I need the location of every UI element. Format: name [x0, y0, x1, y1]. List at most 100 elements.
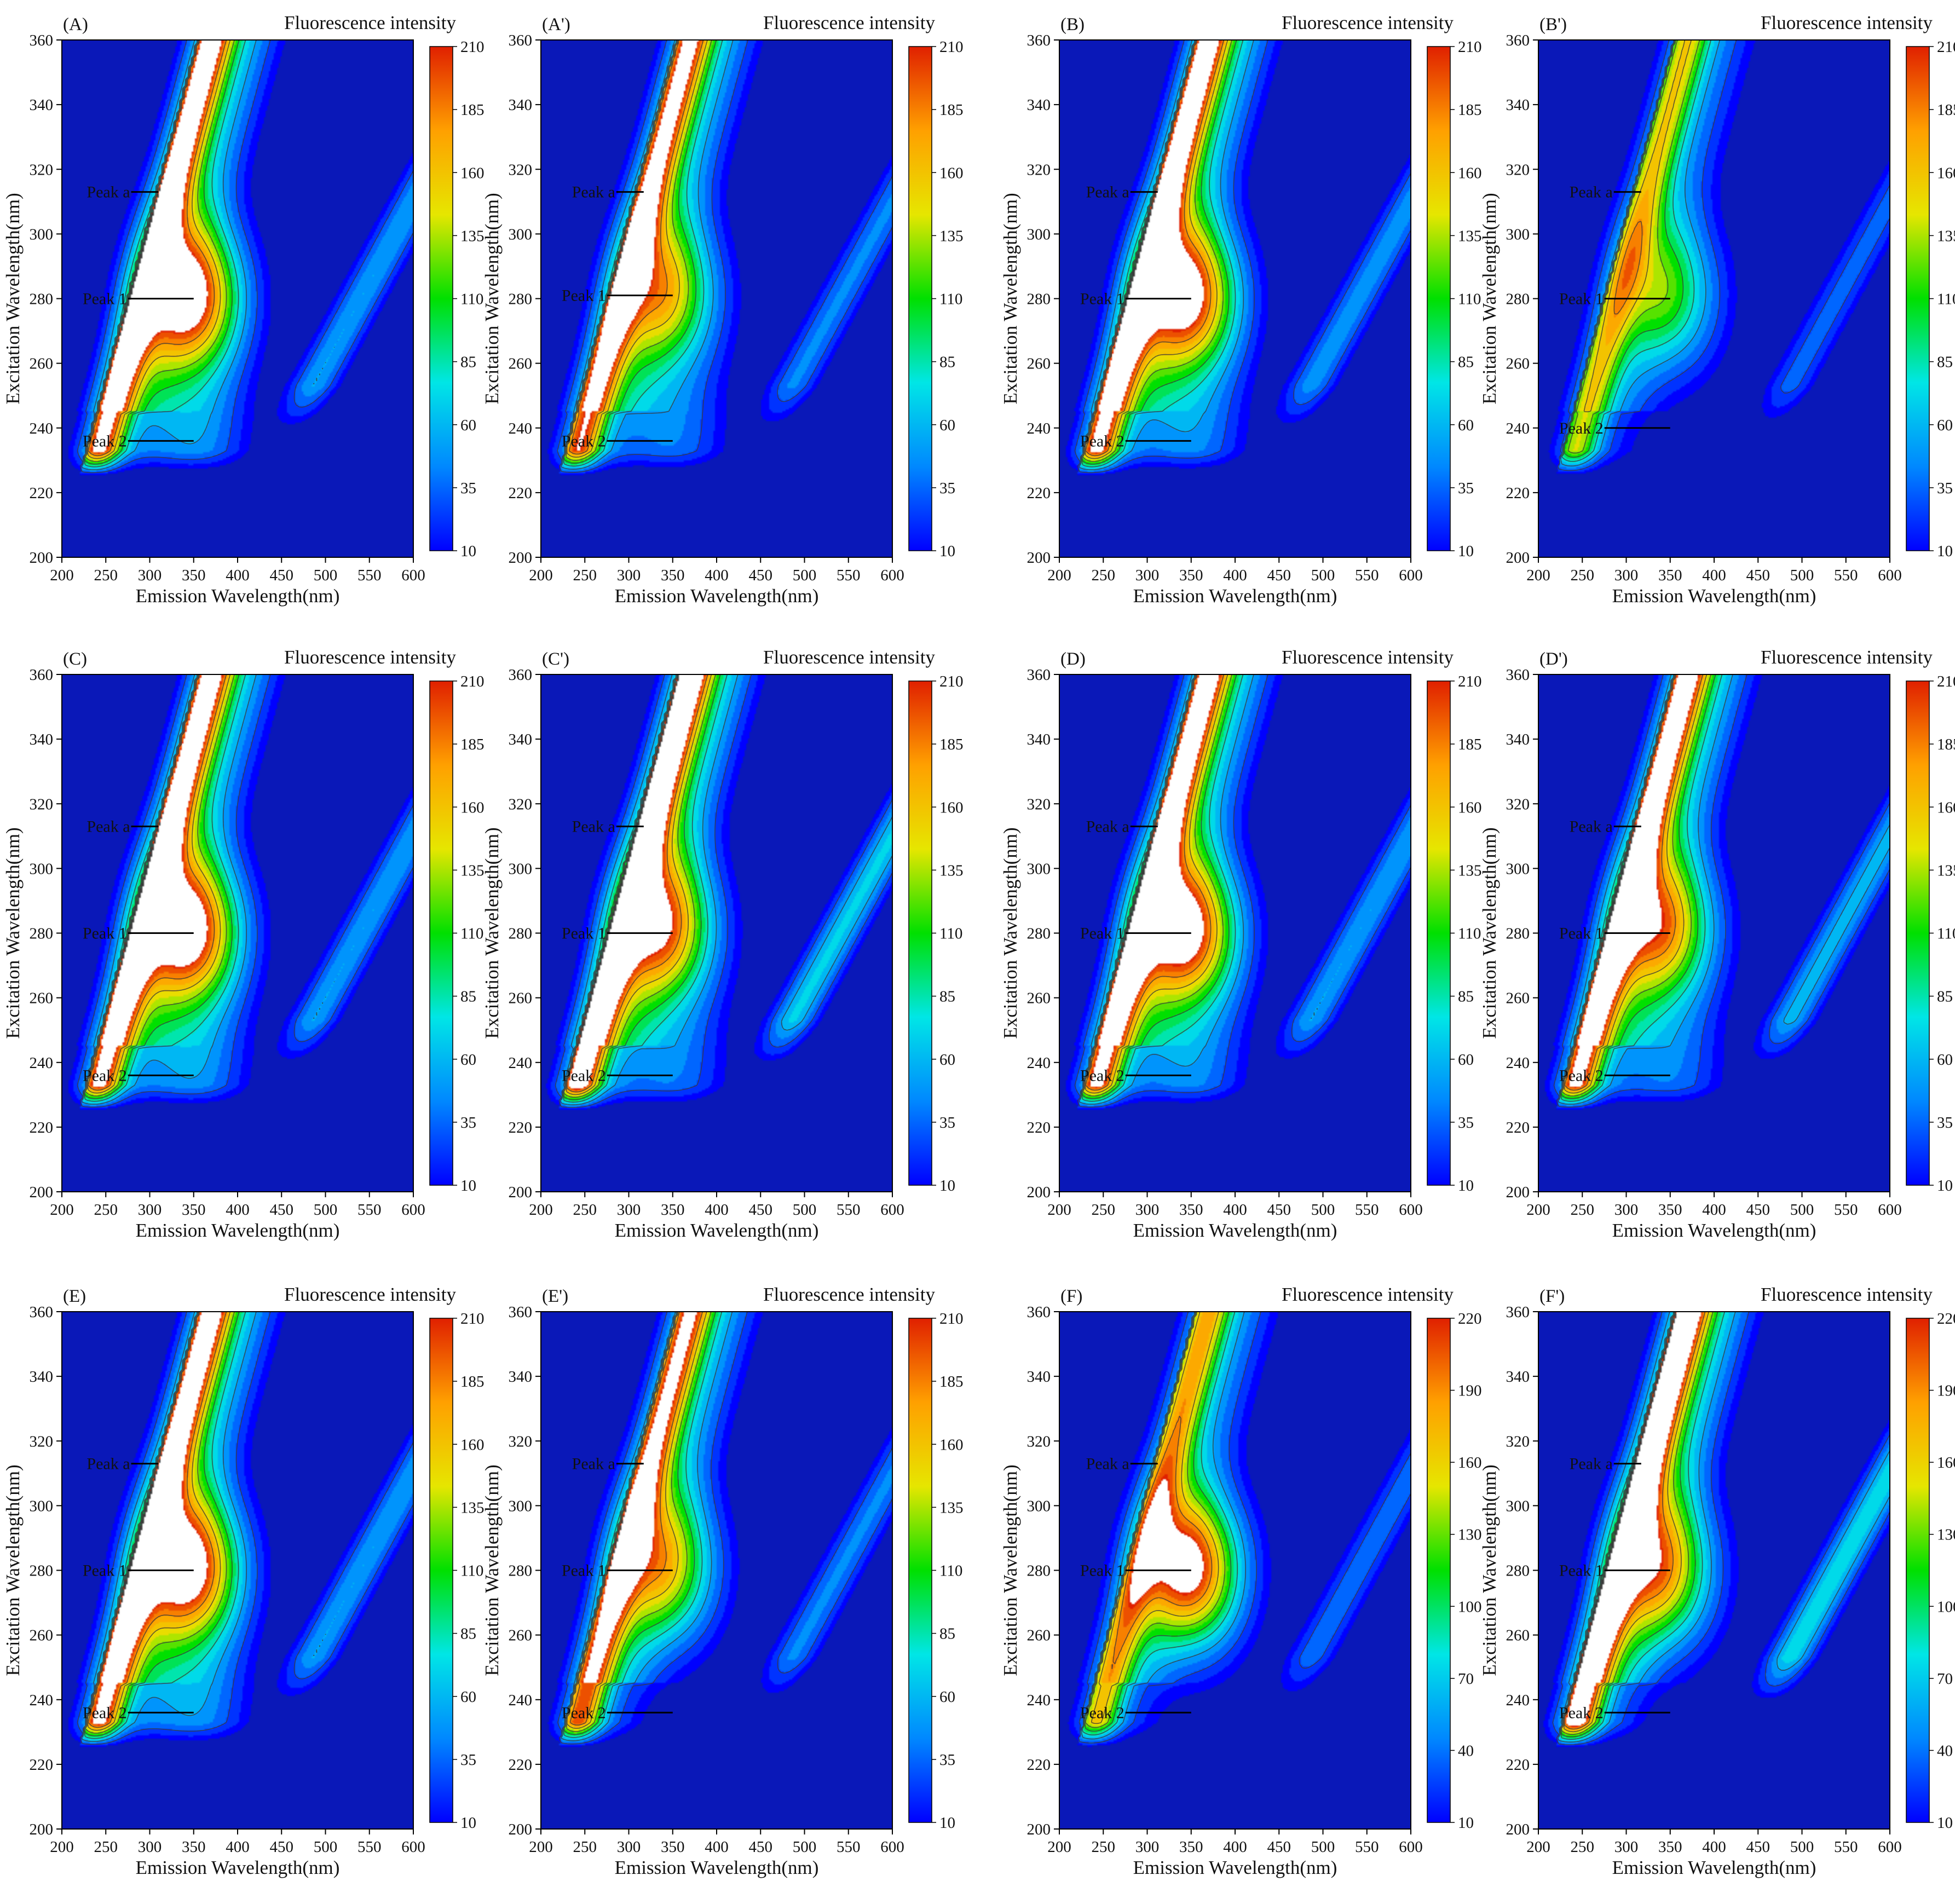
x-axis-label: Emission Wavelength(nm): [1133, 1857, 1337, 1878]
y-tick-label: 320: [1027, 1433, 1051, 1450]
y-tick-label: 240: [509, 420, 533, 437]
colorbar-tick-label: 185: [460, 736, 485, 753]
peak-annotation-label: Peak a: [86, 183, 130, 201]
y-tick-label: 280: [30, 1562, 54, 1580]
y-tick-label: 220: [1027, 1119, 1051, 1136]
panel-label: (B): [1060, 15, 1085, 34]
colorbar-tick-label: 60: [460, 1051, 476, 1069]
colorbar-tick-label: 85: [939, 1625, 955, 1643]
x-tick-label: 500: [1790, 1838, 1814, 1856]
colorbar-tick-label: 70: [1458, 1670, 1474, 1688]
colorbar-tick-label: 135: [939, 862, 964, 879]
x-tick-label: 600: [880, 1201, 904, 1219]
y-tick-label: 260: [1027, 355, 1051, 373]
peak-annotation-label: Peak 2: [83, 1704, 127, 1722]
peak-annotation-label: Peak a: [572, 818, 615, 836]
x-tick-label: 550: [837, 1838, 861, 1856]
colorbar-tick-label: 135: [1458, 862, 1482, 879]
x-tick-label: 250: [1571, 567, 1595, 584]
x-tick-label: 400: [1223, 567, 1247, 584]
y-tick-label: 260: [30, 1627, 54, 1645]
x-tick-label: 350: [1658, 1838, 1682, 1856]
y-tick-label: 220: [1506, 1756, 1530, 1774]
x-tick-label: 350: [182, 1838, 206, 1856]
x-axis-label: Emission Wavelength(nm): [1133, 1220, 1337, 1241]
y-tick-label: 240: [1506, 420, 1530, 437]
peak-annotation-label: Peak 1: [1080, 1562, 1124, 1580]
x-tick-label: 450: [1746, 1201, 1771, 1219]
x-tick-label: 600: [1878, 567, 1902, 584]
y-tick-label: 320: [30, 1433, 54, 1450]
x-tick-label: 500: [1311, 1838, 1335, 1856]
y-tick-label: 320: [1027, 795, 1051, 813]
y-axis-label: Excitation Wavelength(nm): [1479, 827, 1500, 1038]
colorbar: [1906, 1318, 1930, 1823]
colorbar-tick-label: 110: [460, 291, 483, 308]
contour-lines: [557, 1311, 893, 1745]
x-tick-label: 400: [226, 567, 250, 584]
x-tick-label: 500: [1311, 567, 1335, 584]
x-tick-label: 300: [138, 1838, 162, 1856]
y-tick-label: 240: [30, 1054, 54, 1072]
y-tick-label: 280: [1027, 1562, 1051, 1580]
peak-annotation-label: Peak 1: [83, 290, 127, 308]
y-tick-label: 340: [30, 1368, 54, 1386]
eem-panel: 200 250 300 350 400 450 500 550 600 200 220 240 260 2…: [481, 12, 964, 607]
colorbar-tick-label: 185: [1937, 736, 1955, 753]
colorbar-tick-label: 10: [460, 1814, 476, 1832]
x-tick-label: 500: [1790, 1201, 1814, 1219]
colorbar-tick-label: 110: [460, 1562, 483, 1580]
y-tick-label: 280: [1506, 291, 1530, 308]
x-tick-label: 600: [1399, 1838, 1423, 1856]
colorbar-tick-label: 110: [1458, 291, 1481, 308]
x-tick-label: 200: [50, 1201, 74, 1219]
colorbar-title: Fluorescence intensity: [284, 12, 456, 33]
colorbar-tick-label: 220: [1458, 1310, 1482, 1328]
x-tick-label: 600: [1878, 1838, 1902, 1856]
colorbar-tick-label: 70: [1937, 1670, 1953, 1688]
colorbar: [429, 680, 453, 1186]
colorbar: [1906, 46, 1930, 551]
colorbar-title: Fluorescence intensity: [763, 647, 935, 668]
colorbar-tick-label: 160: [1458, 1454, 1482, 1472]
x-tick-label: 600: [1878, 1201, 1902, 1219]
colorbar-tick-label: 190: [1458, 1382, 1482, 1400]
colorbar-tick-label: 210: [939, 38, 964, 56]
colorbar-tick-label: 210: [460, 673, 485, 690]
y-tick-label: 360: [1506, 1303, 1530, 1321]
y-tick-label: 200: [30, 1821, 54, 1838]
y-tick-label: 240: [509, 1692, 533, 1709]
contour-lines: [77, 39, 414, 474]
panel-label: (C'): [542, 649, 569, 669]
colorbar-tick-label: 210: [1937, 38, 1955, 56]
colorbar: [908, 1318, 932, 1823]
colorbar-tick-label: 85: [939, 354, 955, 371]
x-tick-label: 250: [94, 567, 118, 584]
y-tick-label: 340: [30, 731, 54, 748]
contour-lines: [1557, 39, 1890, 471]
y-tick-label: 220: [1506, 484, 1530, 502]
y-tick-label: 360: [30, 32, 54, 49]
x-tick-label: 550: [357, 1838, 382, 1856]
colorbar: [429, 1318, 453, 1823]
colorbar-tick-label: 160: [939, 1436, 964, 1453]
x-tick-label: 300: [1135, 1838, 1160, 1856]
peak-annotation-label: Peak 1: [562, 1562, 606, 1580]
contour-lines: [77, 674, 414, 1108]
peak-annotation-label: Peak 2: [1080, 432, 1124, 450]
x-tick-label: 350: [661, 567, 685, 584]
y-tick-label: 260: [1027, 1627, 1051, 1645]
y-tick-label: 340: [30, 96, 54, 114]
x-tick-label: 300: [1135, 567, 1160, 584]
peak-annotation-label: Peak a: [1086, 1455, 1129, 1473]
colorbar-tick-label: 190: [1937, 1382, 1955, 1400]
peak-annotation-label: Peak 1: [1559, 1562, 1604, 1580]
x-tick-label: 400: [705, 567, 729, 584]
colorbar-tick-label: 85: [1937, 988, 1953, 1006]
colorbar: [908, 680, 932, 1186]
x-tick-label: 550: [1834, 567, 1858, 584]
y-tick-label: 300: [1027, 226, 1051, 243]
y-tick-label: 360: [1027, 1303, 1051, 1321]
y-tick-label: 340: [1027, 731, 1051, 748]
x-tick-label: 550: [1834, 1838, 1858, 1856]
